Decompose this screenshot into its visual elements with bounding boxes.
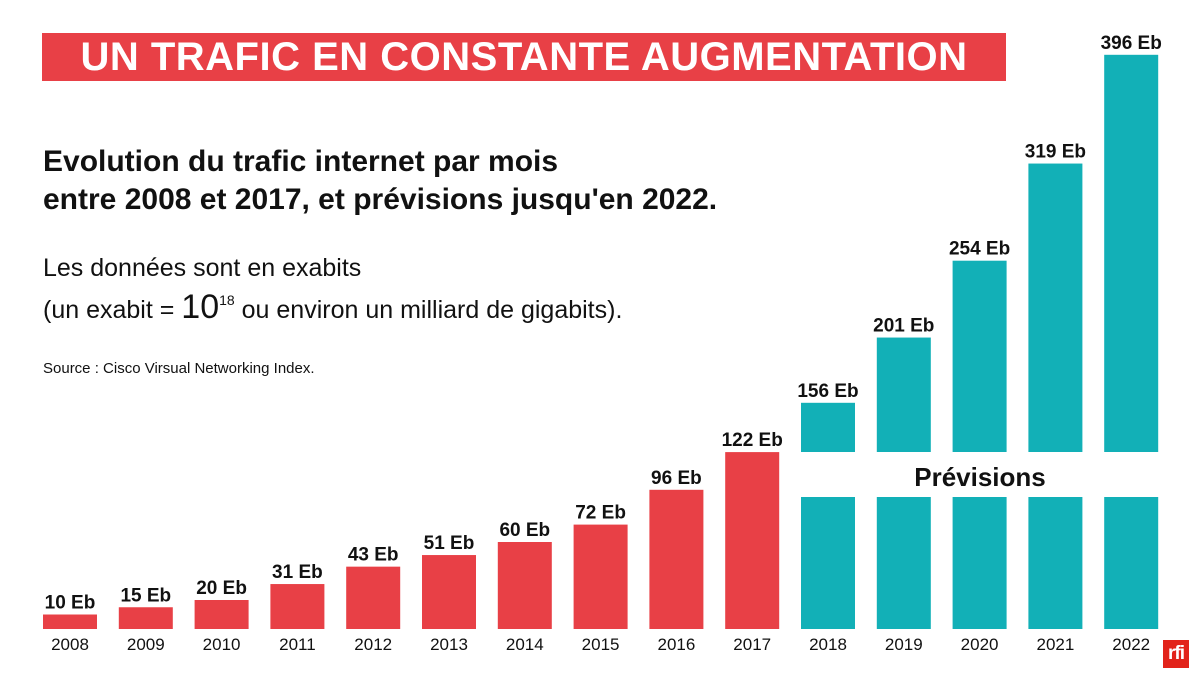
note-line-1: Les données sont en exabits xyxy=(43,254,362,282)
bar-2022 xyxy=(1104,54,1159,630)
bar-2017 xyxy=(725,452,780,629)
note-exponent: 18 xyxy=(219,292,235,308)
x-tick-2017: 2017 xyxy=(733,635,771,654)
x-tick-2011: 2011 xyxy=(279,635,316,654)
x-tick-2019: 2019 xyxy=(885,635,923,654)
bar-2021 xyxy=(1028,163,1083,630)
note-power-base: 10 xyxy=(181,288,220,326)
x-tick-2022: 2022 xyxy=(1112,635,1150,654)
x-tick-2015: 2015 xyxy=(582,635,620,654)
bar-2012 xyxy=(346,566,401,629)
note-line-2: (un exabit = 1018 ou environ un milliard… xyxy=(43,284,622,326)
note-pre: (un exabit = xyxy=(43,296,182,324)
data-label-2017: 122 Eb xyxy=(722,430,783,451)
rfi-logo: rfi xyxy=(1163,640,1189,668)
bar-2016 xyxy=(649,489,704,629)
bar-2008 xyxy=(43,614,97,629)
data-label-2013: 51 Eb xyxy=(424,533,475,554)
bar-2009 xyxy=(118,607,173,629)
data-label-2015: 72 Eb xyxy=(575,503,626,524)
data-label-2011: 31 Eb xyxy=(272,562,323,583)
x-tick-2009: 2009 xyxy=(127,635,165,654)
x-tick-2021: 2021 xyxy=(1036,635,1074,654)
x-tick-2016: 2016 xyxy=(657,635,695,654)
x-tick-2018: 2018 xyxy=(809,635,847,654)
note-post: ou environ un milliard de gigabits). xyxy=(234,296,623,324)
bar-2020 xyxy=(952,260,1007,629)
bar-2014 xyxy=(497,542,552,629)
data-label-2010: 20 Eb xyxy=(196,578,247,599)
chart-title: UN TRAFIC EN CONSTANTE AUGMENTATION xyxy=(42,33,1006,81)
x-tick-2008: 2008 xyxy=(51,635,89,654)
data-label-2016: 96 Eb xyxy=(651,468,702,489)
bar-2010 xyxy=(194,600,249,629)
source-note: Source : Cisco Virsual Networking Index. xyxy=(43,360,315,377)
subtitle-line-2: entre 2008 et 2017, et prévisions jusqu'… xyxy=(43,183,718,216)
x-tick-2010: 2010 xyxy=(203,635,241,654)
data-label-2022: 396 Eb xyxy=(1101,33,1162,54)
bar-2018 xyxy=(801,402,855,629)
data-label-2008: 10 Eb xyxy=(45,593,96,614)
x-tick-2020: 2020 xyxy=(961,635,999,654)
data-label-2014: 60 Eb xyxy=(499,520,550,541)
forecast-band xyxy=(797,452,1165,497)
x-tick-2013: 2013 xyxy=(430,635,468,654)
x-tick-2014: 2014 xyxy=(506,635,544,654)
subtitle-line-1: Evolution du trafic internet par mois xyxy=(43,145,559,178)
bar-2015 xyxy=(573,524,628,629)
data-label-2020: 254 Eb xyxy=(949,239,1010,260)
data-label-2012: 43 Eb xyxy=(348,545,399,566)
unit-note: Les données sont en exabits (un exabit =… xyxy=(43,252,622,326)
data-label-2009: 15 Eb xyxy=(120,585,171,606)
forecast-label: Prévisions xyxy=(914,462,1046,492)
data-label-2019: 201 Eb xyxy=(873,316,934,337)
bar-2013 xyxy=(422,555,476,629)
bar-2011 xyxy=(270,584,325,629)
chart-subtitle: Evolution du trafic internet par mois en… xyxy=(43,143,717,219)
data-label-2021: 319 Eb xyxy=(1025,142,1086,163)
x-tick-2012: 2012 xyxy=(354,635,392,654)
data-label-2018: 156 Eb xyxy=(797,381,858,402)
